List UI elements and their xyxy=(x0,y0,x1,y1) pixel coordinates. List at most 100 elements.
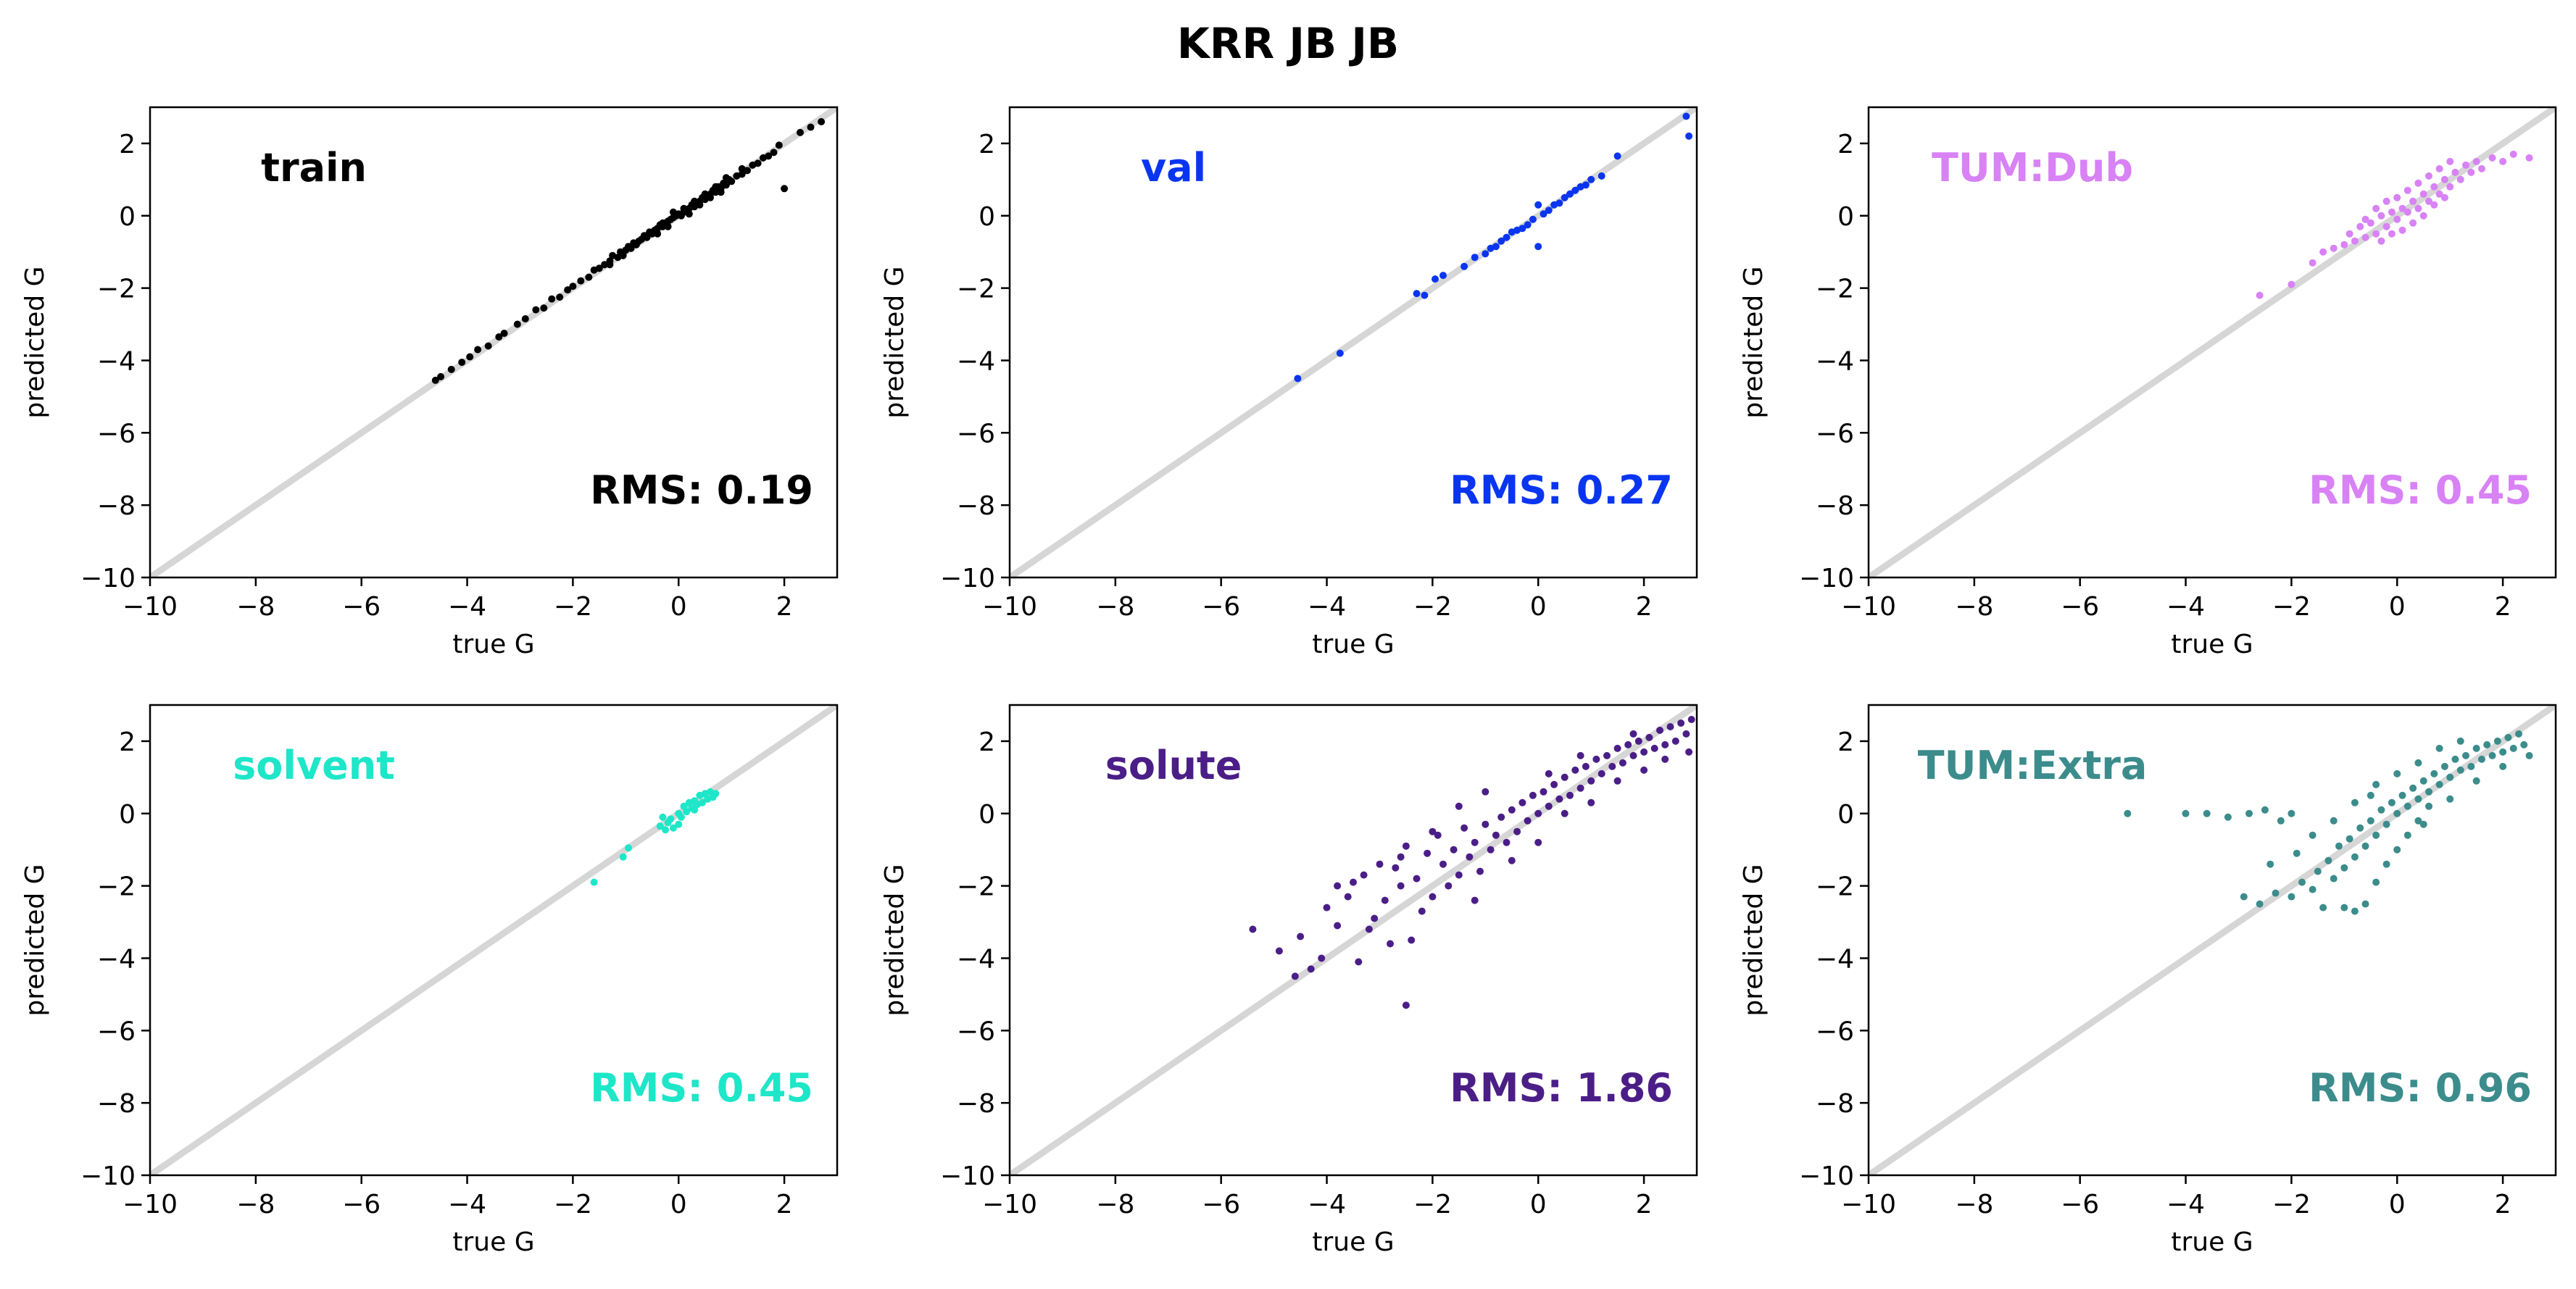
data-point xyxy=(656,822,664,830)
data-point xyxy=(1555,795,1563,803)
data-point xyxy=(2309,259,2317,267)
data-point xyxy=(2356,222,2364,230)
data-point xyxy=(2419,190,2427,198)
data-point xyxy=(2483,741,2491,748)
data-point xyxy=(1508,806,1516,814)
data-point xyxy=(1529,215,1537,223)
data-point xyxy=(1497,813,1505,821)
data-point xyxy=(2293,849,2301,857)
y-tick-label: −6 xyxy=(957,1017,995,1046)
data-point xyxy=(659,813,667,821)
data-point xyxy=(643,233,651,241)
y-tick-label: −8 xyxy=(97,491,136,521)
data-point xyxy=(1613,744,1621,752)
x-tick-label: −8 xyxy=(1955,592,1993,622)
data-point xyxy=(2520,741,2528,748)
y-tick-label: −10 xyxy=(1799,1161,1854,1191)
y-tick-label: 0 xyxy=(119,202,136,232)
data-point xyxy=(2435,190,2443,198)
data-point xyxy=(680,204,688,212)
data-point xyxy=(1545,207,1553,214)
identity-line xyxy=(150,705,837,1175)
data-point xyxy=(2361,842,2369,850)
data-point xyxy=(1685,748,1693,756)
y-axis-label: predicted G xyxy=(880,266,910,418)
data-point xyxy=(2430,769,2438,777)
x-axis-label: true G xyxy=(452,630,534,659)
figure-title: KRR JB JB xyxy=(1177,19,1399,68)
x-tick-label: −6 xyxy=(1202,592,1240,622)
data-point xyxy=(1561,193,1569,201)
identity-line xyxy=(1010,705,1697,1175)
x-tick-label: −10 xyxy=(982,1190,1037,1219)
x-tick-label: 0 xyxy=(2389,1190,2406,1219)
data-point xyxy=(1429,827,1437,835)
x-axis-label: true G xyxy=(1312,630,1394,659)
data-point xyxy=(659,219,667,227)
data-point xyxy=(2419,777,2427,785)
data-point xyxy=(1307,965,1315,973)
data-point xyxy=(1291,972,1299,980)
data-point xyxy=(1421,291,1429,299)
data-point xyxy=(2446,157,2454,165)
data-point xyxy=(1344,893,1352,901)
axes-frame xyxy=(1008,704,1698,1177)
data-point xyxy=(677,813,685,821)
y-tick-label: 2 xyxy=(1837,727,1854,757)
data-point xyxy=(2493,737,2501,745)
data-point xyxy=(2446,795,2454,803)
x-tick-label: −6 xyxy=(342,1190,381,1219)
data-point xyxy=(797,128,804,136)
data-point xyxy=(717,188,725,196)
y-tick-label: 0 xyxy=(979,800,995,830)
data-point xyxy=(707,193,714,201)
data-point xyxy=(548,295,556,303)
data-point xyxy=(2356,824,2364,832)
y-tick-label: 0 xyxy=(119,800,136,830)
data-point xyxy=(556,293,564,301)
x-tick-label: −10 xyxy=(122,1190,178,1219)
data-point xyxy=(675,820,683,828)
data-point xyxy=(712,183,720,191)
data-point xyxy=(2351,237,2359,245)
rms-label: RMS: 0.27 xyxy=(1450,467,1673,513)
data-point xyxy=(1540,788,1547,796)
data-point xyxy=(1471,838,1479,846)
data-point xyxy=(1555,199,1563,207)
x-tick-label: −6 xyxy=(1202,1190,1240,1219)
data-point xyxy=(1482,820,1489,828)
data-point xyxy=(1571,186,1579,194)
y-axis-label: predicted G xyxy=(1739,266,1769,418)
data-point xyxy=(1671,737,1679,745)
data-point xyxy=(1323,904,1331,912)
data-point xyxy=(2288,893,2295,901)
data-point xyxy=(1471,896,1479,904)
data-point xyxy=(2409,197,2417,205)
x-tick-label: −8 xyxy=(236,592,275,622)
data-point xyxy=(1492,243,1500,251)
data-point xyxy=(2340,241,2348,249)
data-point xyxy=(2440,193,2448,201)
x-tick-label: 2 xyxy=(776,592,793,622)
data-point xyxy=(2499,157,2507,165)
data-point xyxy=(2456,737,2464,745)
y-tick-label: 0 xyxy=(979,202,995,232)
data-point xyxy=(569,283,577,291)
data-point xyxy=(738,164,746,172)
dataset-label: train xyxy=(261,145,367,191)
data-point xyxy=(2288,809,2295,817)
data-point xyxy=(2488,751,2496,759)
data-point xyxy=(540,304,548,312)
data-point xyxy=(2414,204,2422,212)
data-point xyxy=(1534,201,1542,209)
y-tick-label: −10 xyxy=(940,1161,995,1191)
data-point xyxy=(2377,806,2385,814)
y-tick-label: 2 xyxy=(979,130,995,159)
data-point xyxy=(577,277,585,285)
data-point xyxy=(807,123,815,131)
data-point xyxy=(2335,842,2343,850)
data-point xyxy=(2319,904,2327,912)
axes-frame xyxy=(149,106,839,579)
data-point xyxy=(775,141,783,149)
